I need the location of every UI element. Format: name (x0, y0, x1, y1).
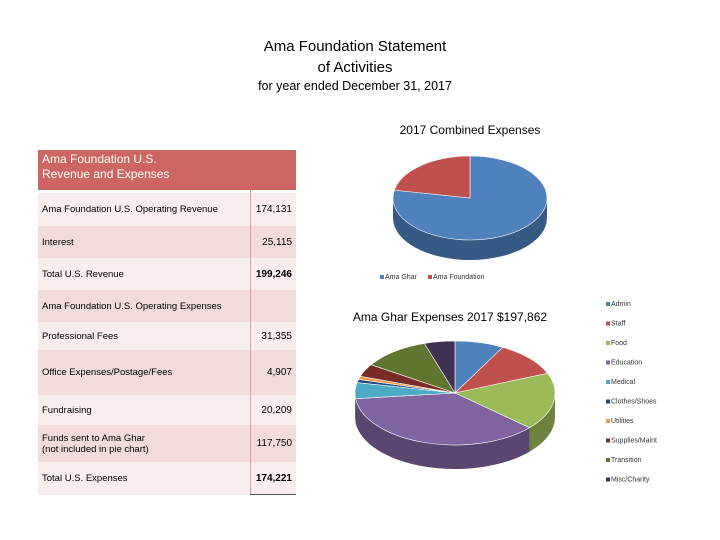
row-value: 174,221 (255, 473, 292, 484)
pie-slice (370, 343, 456, 394)
legend-label: Food (611, 340, 627, 347)
table-row (38, 462, 296, 495)
table-row (38, 322, 296, 350)
legend-label: Utilities (611, 418, 634, 425)
table-row (38, 193, 296, 226)
legend-label: Staff (611, 320, 625, 327)
pie-slice (454, 372, 556, 429)
legend-swatch (606, 458, 610, 462)
table-row (38, 258, 296, 290)
table-row (38, 395, 296, 425)
legend-swatch (606, 341, 610, 345)
legend-swatch (606, 438, 610, 443)
table-rule (250, 494, 296, 495)
legend-label: Ama Foundation (433, 274, 484, 281)
slide-title: Ama Foundation Statement of Activities (263, 38, 447, 76)
slice-side (529, 393, 555, 452)
row-value: 25,115 (262, 236, 292, 248)
chart-title: 2017 Combined Expenses (400, 123, 541, 137)
slice-side (393, 198, 547, 260)
row-label: Funds sent to Ama Ghar (not included in … (42, 432, 149, 455)
row-label: Ama Foundation U.S. Operating Revenue (42, 204, 218, 215)
row-value: 4,907 (266, 367, 292, 378)
legend-swatch (606, 321, 610, 326)
pie-slice (423, 340, 456, 395)
row-label: Total U.S. Revenue (42, 268, 124, 280)
legend-label: Medical (611, 379, 636, 386)
legend-label: Misc/Charity (611, 476, 650, 483)
table-header: Ama Foundation U.S. Revenue and Expenses (38, 150, 296, 190)
legend-label: Ama Ghar (385, 274, 418, 281)
row-value: 31,355 (261, 330, 292, 342)
slice-side (355, 393, 356, 423)
legend-swatch (606, 477, 610, 482)
row-value: 199,246 (255, 268, 292, 280)
legend-label: Supplies/Maint (611, 437, 657, 444)
legend-swatch (428, 275, 432, 279)
row-label: Office Expenses/Postage/Fees (42, 367, 173, 378)
table-row (38, 425, 296, 462)
table-rule (250, 190, 251, 495)
row-value: 20,209 (261, 404, 292, 416)
slice-side (355, 398, 530, 469)
legend-label: Clothes/Shoes (611, 398, 657, 405)
row-label: Total U.S. Expenses (42, 473, 128, 484)
legend-swatch (606, 380, 610, 384)
legend-swatch (606, 419, 610, 423)
legend-label: Admin (611, 301, 631, 308)
row-label: Ama Foundation U.S. Operating Expenses (42, 300, 222, 312)
legend-swatch (606, 302, 610, 306)
row-label: Professional Fees (42, 330, 119, 342)
legend-swatch (380, 275, 384, 279)
table-row (38, 226, 296, 258)
legend-swatch (606, 360, 610, 365)
legend-label: Education (611, 359, 642, 366)
slide-subtitle: for year ended December 31, 2017 (258, 79, 452, 93)
pie-slice (392, 155, 548, 241)
pie-slice (355, 392, 531, 446)
pie-slice (393, 155, 471, 199)
row-label: Fundraising (42, 404, 92, 416)
pie-slice (454, 346, 549, 394)
chart-title: Ama Ghar Expenses 2017 $197,862 (353, 310, 547, 324)
legend-swatch (606, 399, 610, 404)
table-row (38, 290, 296, 322)
row-value: 117,750 (256, 438, 292, 449)
legend-label: Transition (611, 457, 642, 464)
table-row (38, 350, 296, 395)
row-value: 174,131 (255, 204, 292, 215)
row-label: Interest (42, 236, 74, 248)
